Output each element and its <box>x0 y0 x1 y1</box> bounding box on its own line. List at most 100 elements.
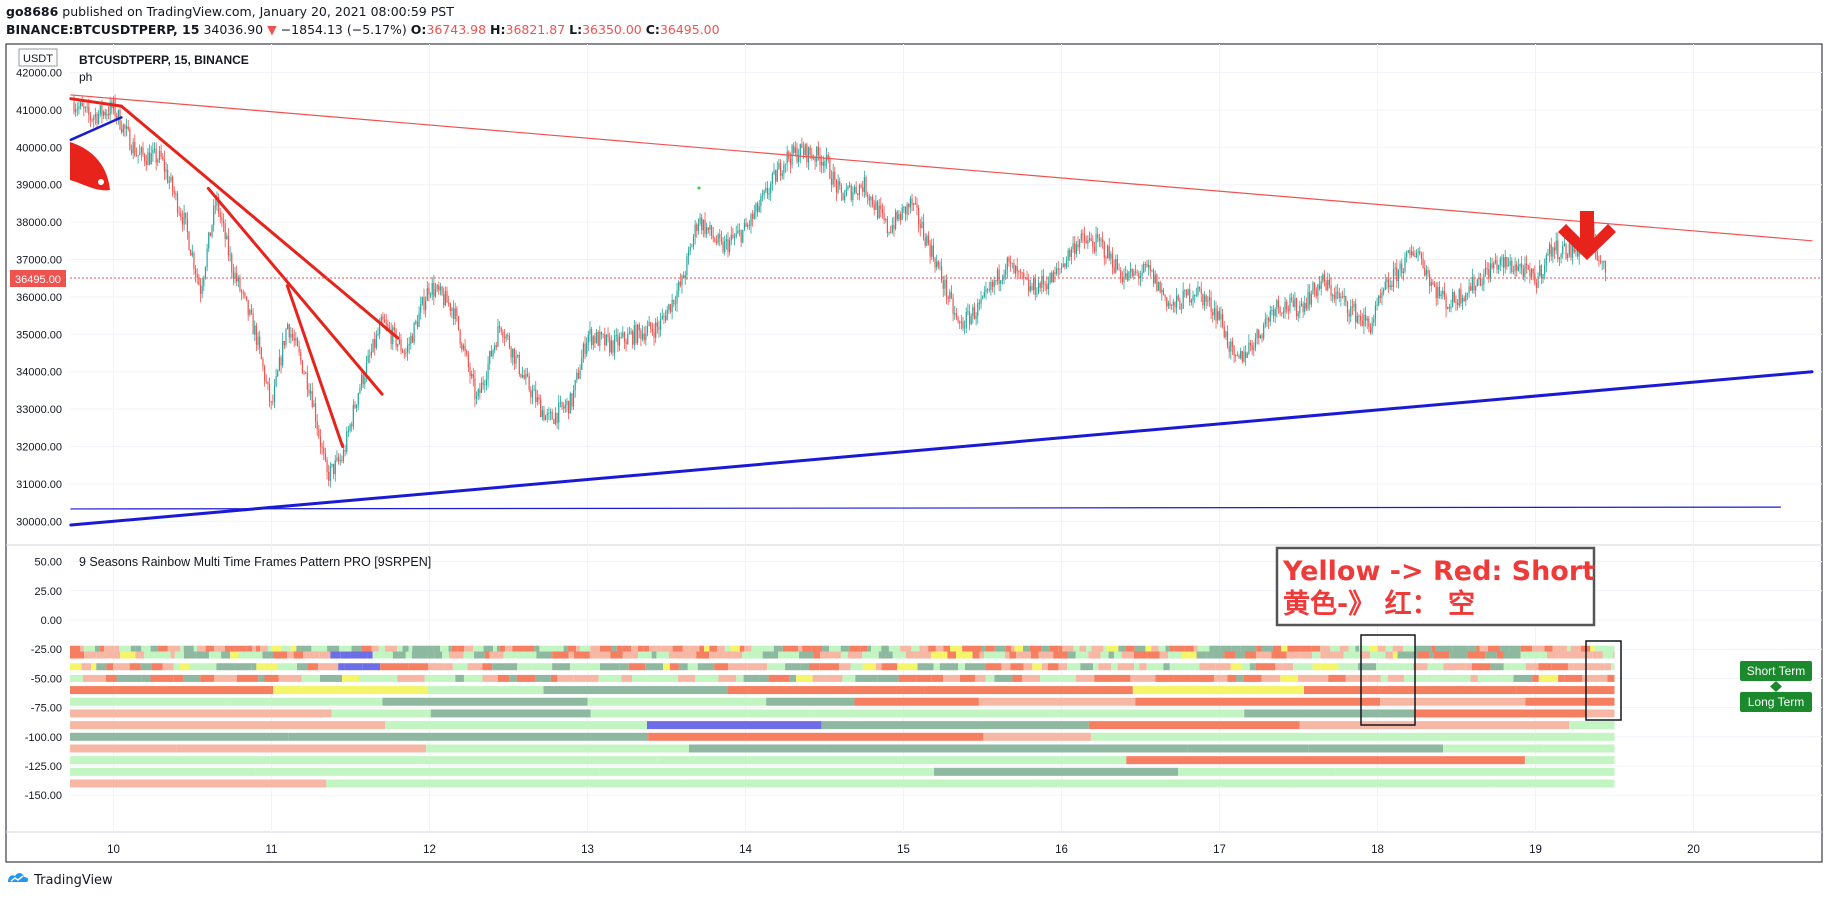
band-segment <box>1392 645 1404 653</box>
candle-body <box>1361 320 1363 327</box>
candle-body <box>229 254 231 256</box>
down-arrow-drawing[interactable] <box>1558 211 1616 260</box>
candle-body <box>536 397 538 403</box>
candle-body <box>834 171 836 180</box>
candle-body <box>88 106 90 115</box>
candle-body <box>737 230 739 234</box>
band-segment <box>281 645 291 653</box>
band-segment <box>267 645 272 653</box>
candle-body <box>132 142 134 154</box>
candle-body <box>1407 250 1409 253</box>
candle-body <box>1192 295 1194 301</box>
red-fish-drawing[interactable] <box>70 142 110 191</box>
band-segment <box>408 645 413 653</box>
time-tick-label: 10 <box>107 844 120 856</box>
candle-body <box>173 190 175 194</box>
band-segment <box>622 645 632 653</box>
time-tick-label: 13 <box>581 844 594 856</box>
candle-body <box>268 384 271 402</box>
candle-body <box>1502 257 1505 268</box>
band-segment <box>114 645 120 653</box>
indicator-pane-title[interactable]: 9 Seasons Rainbow Multi Time Frames Patt… <box>79 555 431 569</box>
candle-body <box>1157 281 1160 291</box>
trendlines[interactable] <box>69 94 1814 527</box>
candle-body <box>1141 272 1143 276</box>
band-segment <box>648 732 984 741</box>
candle-body <box>720 238 723 242</box>
publisher-name[interactable]: go8686 <box>6 4 59 19</box>
time-tick-label: 20 <box>1687 844 1700 856</box>
footer-brand[interactable]: TradingView <box>34 873 113 888</box>
candle-body <box>1041 275 1043 288</box>
candle-body <box>1438 286 1441 297</box>
candle-body <box>725 239 727 242</box>
candle-body <box>669 304 672 313</box>
band-segment <box>1360 651 1371 659</box>
high-value: 36821.87 <box>505 22 566 37</box>
candle-body <box>83 106 85 109</box>
candle-body <box>760 196 762 207</box>
band-segment <box>611 645 617 653</box>
chart-canvas[interactable]: 42000.0041000.0040000.0039000.0038000.00… <box>0 0 1828 870</box>
candle-body <box>689 246 691 251</box>
candle-body <box>1576 249 1579 257</box>
candle-body <box>556 412 558 423</box>
candle-body <box>564 404 566 409</box>
candle-body <box>1161 289 1163 293</box>
candle-body <box>886 218 888 233</box>
candle-body <box>1297 313 1299 317</box>
candle-body <box>1208 297 1211 301</box>
indicator-tick-label: -25.00 <box>31 644 62 656</box>
indicator-label-ph[interactable]: ph <box>79 70 92 84</box>
band-segment <box>1344 663 1359 671</box>
candle-body <box>165 169 167 172</box>
band-segment <box>840 651 848 659</box>
candle-body <box>914 203 916 205</box>
band-segment <box>1058 645 1063 653</box>
candle-body <box>873 204 875 210</box>
candle-body <box>96 114 98 124</box>
candle-body <box>1013 263 1015 274</box>
candle-body <box>264 366 266 382</box>
candle-body <box>1332 294 1334 296</box>
candle-body <box>1258 329 1260 339</box>
candle-body <box>98 113 100 124</box>
candle-body <box>1218 311 1220 320</box>
candle-body <box>1470 286 1472 291</box>
highlight-rect-2[interactable] <box>1585 640 1622 721</box>
band-segment <box>1061 674 1076 682</box>
band-segment <box>1602 651 1614 659</box>
band-segment <box>1073 645 1080 653</box>
band-segment <box>911 645 920 653</box>
band-segment <box>939 663 959 671</box>
candle-body <box>1148 265 1150 267</box>
candle-body <box>1080 233 1082 241</box>
candlestick-series <box>73 94 1607 488</box>
candle-body <box>413 322 415 343</box>
band-segment <box>1299 721 1570 730</box>
band-segment <box>81 663 92 671</box>
band-segment <box>651 651 657 659</box>
annotation-box[interactable]: Yellow -> Red: Short 黄色-》 红： 空 <box>1275 546 1596 627</box>
currency-badge[interactable]: USDT <box>18 48 58 67</box>
candle-body <box>848 185 851 187</box>
candle-body <box>1568 243 1570 255</box>
candle-body <box>960 321 962 323</box>
band-segment <box>631 645 638 653</box>
band-segment <box>120 651 136 659</box>
candle-body <box>362 374 364 385</box>
band-segment <box>1011 645 1015 653</box>
highlight-rect-1[interactable] <box>1360 634 1416 726</box>
candle-body <box>125 126 128 129</box>
band-segment <box>1513 674 1533 682</box>
candle-body <box>1499 258 1501 266</box>
candle-body <box>403 352 405 354</box>
candle-body <box>714 238 716 242</box>
candle-body <box>1432 282 1434 285</box>
candle-body <box>650 322 652 329</box>
band-segment <box>214 645 218 653</box>
price-pane-title[interactable]: BTCUSDTPERP, 15, BINANCE <box>79 53 249 67</box>
band-segment <box>1471 663 1491 671</box>
candle-body <box>817 146 819 156</box>
band-segment <box>1594 645 1602 653</box>
